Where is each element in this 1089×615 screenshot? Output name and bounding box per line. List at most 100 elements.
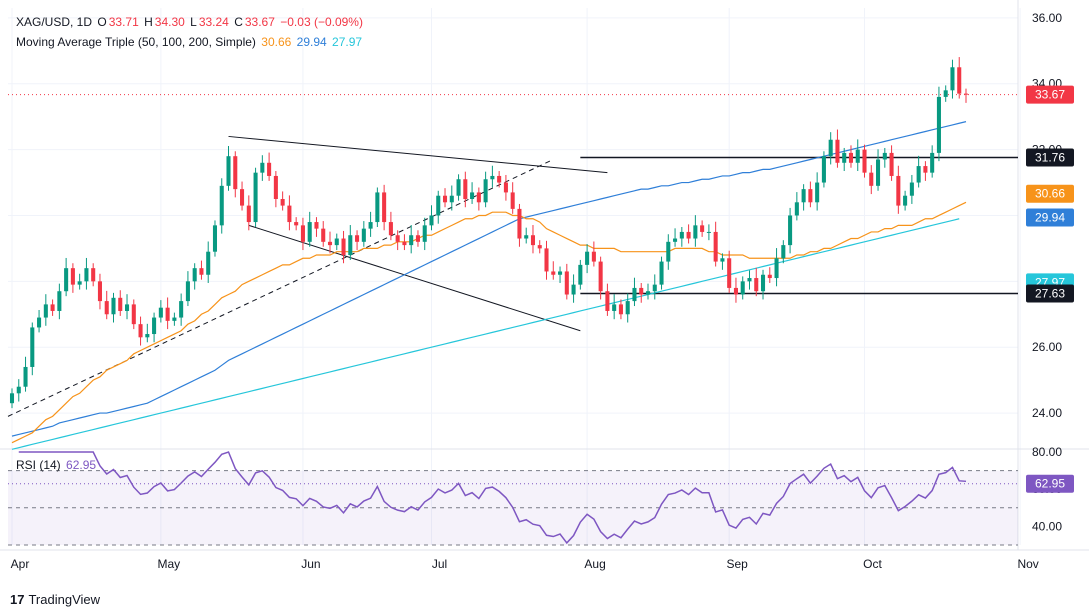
candle-body — [706, 231, 711, 233]
candle-body — [273, 175, 278, 200]
candle-body — [97, 281, 102, 302]
candle-body — [882, 152, 887, 160]
candle-body — [287, 205, 292, 223]
candle-body — [639, 287, 644, 295]
candle-body — [889, 152, 894, 176]
candle-body — [686, 231, 691, 239]
price-axis-tag: 33.67 — [1035, 88, 1065, 102]
ma-title[interactable]: Moving Average Triple (50, 100, 200, Sim… — [16, 35, 256, 49]
candle-body — [70, 268, 75, 285]
candle-body — [280, 199, 285, 206]
price-axis-tag-bg — [1026, 85, 1074, 104]
tradingview-mark-icon: 17 — [10, 592, 25, 607]
candle-body — [64, 268, 69, 292]
ma50-value: 30.66 — [261, 35, 292, 49]
close-value: 33.67 — [244, 15, 275, 29]
price-axis-tag-bg — [1026, 284, 1074, 303]
candle-body — [267, 162, 272, 176]
price-tick-label: 26.00 — [1032, 340, 1062, 354]
rsi-tick-label: 40.00 — [1032, 519, 1062, 533]
candle-body — [652, 284, 657, 292]
time-tick-label: Aug — [584, 557, 605, 571]
time-tick-label: May — [158, 557, 181, 571]
price-axis-tag: 31.76 — [1035, 151, 1065, 165]
ma-legend: Moving Average Triple (50, 100, 200, Sim… — [16, 35, 364, 49]
ma100-line — [11, 121, 967, 437]
candle-body — [9, 393, 15, 404]
ma100-value: 29.94 — [296, 35, 327, 49]
candle-body — [679, 231, 684, 239]
time-tick-label: Jun — [301, 557, 320, 571]
high-value: 34.30 — [154, 15, 185, 29]
candle-body — [192, 268, 197, 282]
price-axis-tag: 29.94 — [1035, 210, 1065, 224]
rsi-axis-tag: 62.95 — [1035, 477, 1065, 491]
candle-body — [77, 281, 82, 285]
candle-body — [551, 271, 556, 275]
candle-body — [558, 271, 563, 275]
candle-body — [199, 268, 204, 275]
candle-body — [23, 366, 28, 387]
time-tick-label: Oct — [863, 557, 882, 571]
candle-body — [145, 334, 150, 338]
candle-body — [720, 258, 725, 262]
candle-body — [754, 278, 759, 292]
rsi-axis-tag-bg — [1026, 474, 1074, 493]
candle-body — [449, 195, 454, 203]
candle-body — [747, 278, 752, 282]
candle-body — [585, 251, 590, 265]
candle-body — [713, 231, 718, 262]
candle-body — [760, 274, 766, 292]
ma200-line — [11, 218, 960, 450]
tradingview-logo[interactable]: 17 TradingView — [10, 592, 100, 607]
candle-body — [869, 172, 874, 186]
candle-body — [923, 166, 928, 173]
open-label: O — [97, 15, 107, 29]
candle-body — [233, 156, 238, 190]
candle-body — [645, 291, 651, 295]
candle-body — [490, 175, 495, 180]
candle-body — [206, 251, 211, 275]
candle-body — [395, 235, 400, 242]
candle-body — [50, 304, 55, 311]
candle-body — [138, 324, 143, 338]
candle-body — [91, 268, 96, 282]
candle-body — [794, 202, 799, 216]
candle-body — [842, 152, 847, 163]
candle-body — [37, 317, 42, 328]
candle-body — [537, 245, 542, 249]
candle-body — [442, 195, 448, 203]
candle-body — [43, 304, 48, 318]
candle-body — [571, 284, 576, 295]
candle-body — [821, 156, 826, 183]
candle-body — [124, 304, 130, 311]
rsi-tick-label: 80.00 — [1032, 445, 1062, 459]
candle-body — [591, 251, 596, 262]
candle-body — [909, 182, 914, 196]
symbol-label[interactable]: XAG/USD, 1D — [16, 15, 93, 29]
candle-body — [625, 301, 630, 315]
candle-body — [253, 172, 258, 223]
rsi-title[interactable]: RSI (14) — [16, 458, 61, 472]
candle-body — [212, 225, 218, 252]
candle-body — [930, 152, 935, 173]
candle-body — [152, 317, 157, 335]
candle-body — [463, 179, 468, 200]
candle-body — [950, 67, 955, 91]
high-label: H — [144, 15, 153, 29]
candle-body — [612, 304, 617, 311]
candle-body — [503, 182, 508, 193]
candle-body — [530, 235, 536, 246]
candle-body — [659, 261, 664, 285]
candle-body — [158, 307, 163, 318]
candle-body — [733, 287, 738, 295]
candle-body — [862, 149, 867, 173]
open-value: 33.71 — [108, 15, 139, 29]
candle-body — [185, 281, 190, 302]
candle-body — [666, 241, 671, 262]
candle-body — [226, 156, 231, 186]
low-value: 33.24 — [198, 15, 229, 29]
candle-body — [598, 261, 603, 292]
candle-body — [517, 208, 522, 239]
